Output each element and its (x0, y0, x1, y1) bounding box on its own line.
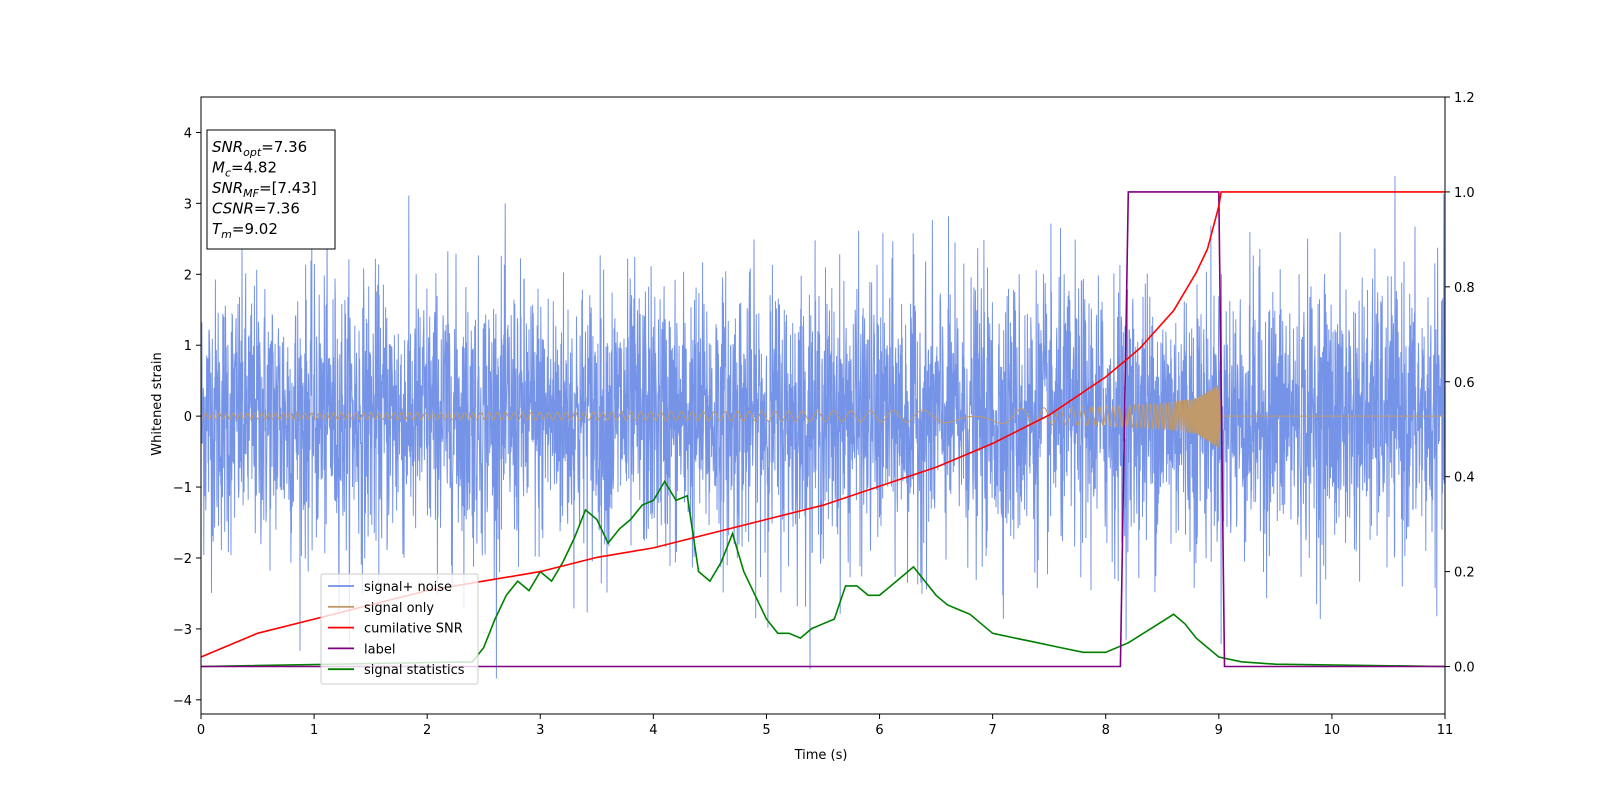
x-tick-label: 8 (1102, 723, 1110, 738)
legend-entry: signal+ noise (364, 580, 452, 595)
x-tick-label: 3 (536, 723, 544, 738)
y-left-tick-label: −4 (173, 694, 192, 709)
plot-frame (200, 96, 1446, 715)
info-line: CSNR=7.36 (212, 200, 300, 218)
x-tick-label: 9 (1215, 723, 1223, 738)
x-axis-label: Time (s) (794, 748, 848, 763)
x-tick-label: 6 (875, 723, 883, 738)
series-signal-noise (201, 176, 1445, 679)
y-left-tick-label: −3 (173, 623, 192, 638)
x-tick-label: 4 (649, 723, 657, 738)
x-tick-label: 11 (1437, 723, 1454, 738)
y-axis-label: Whitened strain (150, 352, 165, 455)
legend-entry: signal only (364, 601, 434, 616)
y-right-tick-label: 0.4 (1454, 471, 1475, 486)
y-left-tick-label: −2 (173, 552, 192, 567)
x-tick-label: 7 (988, 723, 996, 738)
y-left-tick-label: −1 (173, 481, 192, 496)
x-tick-label: 0 (197, 723, 205, 738)
x-tick-label: 2 (423, 723, 431, 738)
legend-entry: label (364, 642, 395, 657)
y-right-tick-label: 0.0 (1454, 661, 1475, 676)
legend-frame (320, 573, 479, 685)
y-left-tick-label: 4 (184, 126, 192, 141)
y-right-tick-label: 1.0 (1454, 186, 1475, 201)
y-left-tick-label: 3 (184, 197, 192, 212)
x-tick-label: 5 (762, 723, 770, 738)
info-line: Mc=4.82 (212, 159, 277, 180)
info-box-frame (206, 129, 336, 250)
axes: 0 1 2 3 4 5 6 7 8 9 10 11 −4 −3 −2 −1 0 1 2 3 4 0.0 0.2 0.4 0.6 0… (173, 91, 1475, 738)
x-tick-label: 1 (310, 723, 318, 738)
info-line: Tm=9.02 (212, 220, 278, 241)
y-right-tick-label: 1.2 (1454, 91, 1475, 106)
y-right-tick-label: 0.8 (1454, 281, 1475, 296)
legend-entry: signal statistics (364, 663, 465, 678)
series-label (201, 191, 1445, 668)
y-right-tick-label: 0.6 (1454, 376, 1475, 391)
legend: signal+ noise signal only cumilative SNR la… (320, 573, 479, 685)
series-signal-only (201, 385, 1445, 448)
info-line: SNRMF=[7.43] (212, 179, 317, 200)
y-right-tick-label: 0.2 (1454, 566, 1475, 581)
x-tick-label: 10 (1324, 723, 1341, 738)
info-line: SNRopt=7.36 (212, 138, 307, 159)
y-left-tick-label: 2 (184, 268, 192, 283)
y-left-tick-label: 0 (184, 410, 192, 425)
series-signal-statistics (201, 479, 1445, 668)
y-left-tick-label: 1 (184, 339, 192, 354)
legend-entry: cumilative SNR (364, 622, 463, 637)
